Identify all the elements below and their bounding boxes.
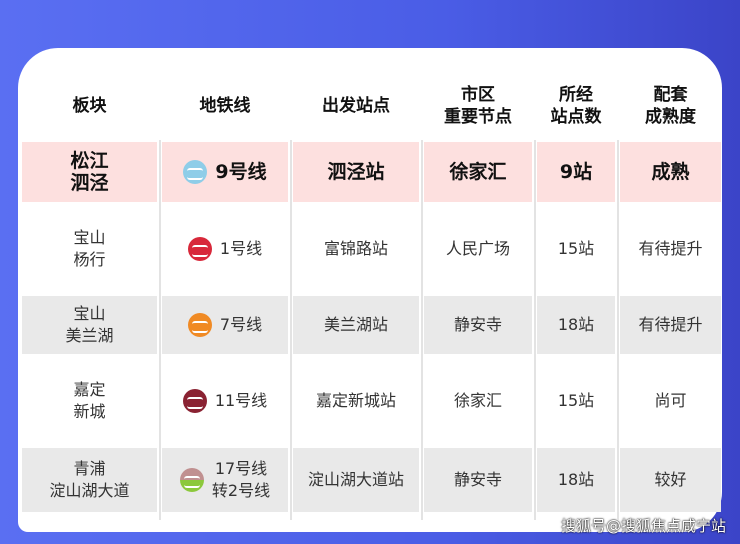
cell-text: 市区 重要节点	[444, 85, 512, 127]
cell-text: 17号线 转2号线	[211, 459, 271, 500]
cell-text: 松江 泗泾	[70, 150, 109, 194]
table-cell-start: 美兰湖站	[293, 296, 419, 354]
table-cell-maturity: 有待提升	[620, 206, 721, 292]
cell-text: 有待提升	[638, 315, 703, 334]
column-header: 板块	[22, 70, 157, 142]
cell-text: 所经 站点数	[550, 85, 602, 127]
table-cell-line: 17号线 转2号线	[162, 448, 288, 512]
column-header: 所经 站点数	[537, 70, 615, 142]
column-divider	[617, 140, 619, 520]
cell-text: 18站	[557, 315, 595, 334]
highlight-cell-maturity: 成熟	[620, 142, 721, 202]
table-cell-hub: 静安寺	[424, 296, 532, 354]
cell-text: 15站	[557, 391, 595, 410]
table-cell-hub: 人民广场	[424, 206, 532, 292]
cell-text: 15站	[557, 239, 595, 258]
cell-text: 11号线	[214, 391, 268, 410]
table-cell-line: 1号线	[162, 206, 288, 292]
table-cell-stops: 18站	[537, 448, 615, 512]
cell-text: 较好	[654, 470, 687, 489]
column-header: 配套 成熟度	[620, 70, 721, 142]
cell-text: 板块	[72, 96, 107, 116]
table-cell-stops: 15站	[537, 358, 615, 444]
table-cell-maturity: 较好	[620, 448, 721, 512]
cell-text: 宝山 美兰湖	[65, 304, 114, 345]
column-divider	[421, 140, 423, 520]
column-divider	[159, 140, 161, 520]
metro-logo-icon	[187, 237, 212, 261]
table-cell-line: 11号线	[162, 358, 288, 444]
table-cell-start: 淀山湖大道站	[293, 448, 419, 512]
cell-text: 静安寺	[453, 315, 502, 334]
watermark: 搜狐号@搜狐焦点咸宁站	[560, 517, 726, 535]
cell-text: 1号线	[219, 239, 263, 258]
table-cell-area: 宝山 美兰湖	[22, 296, 157, 354]
cell-text: 静安寺	[453, 470, 502, 489]
cell-text: 人民广场	[445, 239, 510, 258]
table-cell-line: 7号线	[162, 296, 288, 354]
table-cell-area: 宝山 杨行	[22, 206, 157, 292]
cell-text: 有待提升	[638, 239, 703, 258]
cell-text: 美兰湖站	[323, 315, 388, 334]
cell-text: 9号线	[215, 161, 267, 183]
highlight-cell-start: 泗泾站	[293, 142, 419, 202]
metro-logo-icon	[179, 468, 204, 492]
highlight-cell-hub: 徐家汇	[424, 142, 532, 202]
cell-text: 淀山湖大道站	[307, 470, 404, 489]
highlight-cell-line: 9号线	[162, 142, 288, 202]
cell-text: 宝山 杨行	[73, 228, 106, 269]
cell-text: 尚可	[654, 391, 687, 410]
table-cell-start: 富锦路站	[293, 206, 419, 292]
cell-text: 配套 成熟度	[645, 85, 696, 127]
column-header: 市区 重要节点	[424, 70, 532, 142]
cell-text: 嘉定新城站	[315, 391, 396, 410]
cell-text: 徐家汇	[449, 161, 507, 183]
table-cell-area: 嘉定 新城	[22, 358, 157, 444]
cell-text: 徐家汇	[453, 391, 502, 410]
table-cell-area: 青浦 淀山湖大道	[22, 448, 157, 512]
table-cell-maturity: 有待提升	[620, 296, 721, 354]
comparison-table: 板块 地铁线 出发站点 市区 重要节点 所经 站点数 配套 成熟度 松江 泗泾 9号线 泗泾站徐…	[22, 70, 721, 512]
cell-text: 18站	[557, 470, 595, 489]
table-cell-maturity: 尚可	[620, 358, 721, 444]
highlight-cell-area: 松江 泗泾	[22, 142, 157, 202]
table-cell-hub: 静安寺	[424, 448, 532, 512]
cell-text: 泗泾站	[327, 161, 385, 183]
column-divider	[534, 140, 536, 520]
table-cell-stops: 15站	[537, 206, 615, 292]
column-header: 出发站点	[293, 70, 419, 142]
cell-text: 7号线	[219, 315, 263, 334]
cell-text: 成熟	[651, 161, 690, 183]
metro-logo-icon	[183, 160, 208, 184]
table-cell-stops: 18站	[537, 296, 615, 354]
metro-logo-icon	[187, 313, 212, 337]
highlight-cell-stops: 9站	[537, 142, 615, 202]
column-divider	[290, 140, 292, 520]
cell-text: 青浦 淀山湖大道	[49, 459, 130, 500]
cell-text: 富锦路站	[323, 239, 388, 258]
cell-text: 地铁线	[199, 96, 251, 116]
metro-logo-icon	[182, 389, 207, 413]
table-cell-start: 嘉定新城站	[293, 358, 419, 444]
cell-text: 出发站点	[322, 96, 390, 116]
cell-text: 嘉定 新城	[73, 380, 106, 421]
table-cell-hub: 徐家汇	[424, 358, 532, 444]
column-header: 地铁线	[162, 70, 288, 142]
cell-text: 9站	[559, 161, 593, 183]
